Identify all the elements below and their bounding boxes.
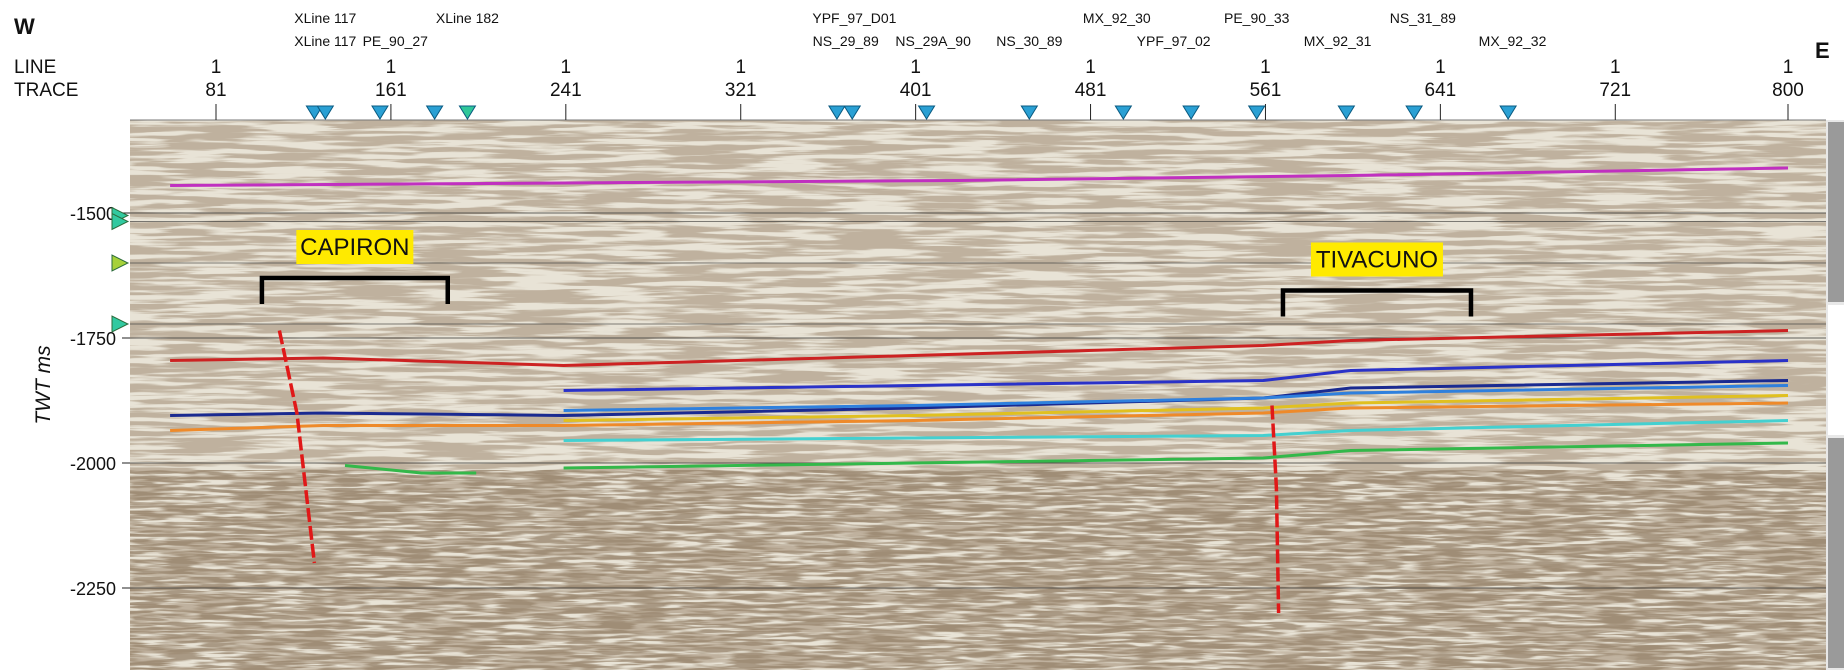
vertical-scrollbar[interactable] [1826,120,1844,670]
line-number-label: 1 [1783,57,1794,78]
line-row-label: LINE [14,57,56,78]
west-label: W [14,14,35,39]
intersection-marker-icon[interactable] [1247,105,1266,120]
intersection-marker-icon[interactable] [305,105,324,120]
annotation-tivacuno: TIVACUNO [1280,242,1474,317]
intersection-marker-icon[interactable] [316,105,335,120]
line-number-label: 1 [910,57,921,78]
trace-number-label: 241 [550,80,582,101]
intersection-marker-icon[interactable] [425,105,444,120]
annotation-capiron: CAPIRON [259,230,451,304]
trace-number-label: 401 [900,80,932,101]
intersection-label[interactable]: XLine 117 [294,33,356,49]
intersection-label[interactable]: XLine 182 [436,10,499,26]
intersection-label[interactable]: YPF_97_D01 [812,10,896,26]
horizon-marker-icon[interactable] [111,254,130,272]
line-number-label: 1 [386,57,397,78]
trace-number-label: 561 [1250,80,1282,101]
intersection-label[interactable]: NS_30_89 [996,33,1062,49]
intersection-label[interactable]: MX_92_30 [1083,10,1151,26]
line-number-label: 1 [211,57,222,78]
intersection-label[interactable]: YPF_97_02 [1137,33,1211,49]
horizon-line [170,379,1789,417]
intersection-label[interactable]: PE_90_33 [1224,10,1290,26]
intersection-marker-icon[interactable] [917,105,936,120]
horizon-line [563,441,1789,470]
annotation-box [296,230,414,264]
scrollbar-thumb[interactable] [1828,122,1844,302]
seismic-panel [130,120,1826,670]
intersection-label[interactable]: MX_92_32 [1479,33,1547,49]
horizon-line [344,464,477,475]
horizon-line [563,384,1789,412]
horizon-line [563,359,1789,392]
horizon-marker-icon[interactable] [111,315,130,333]
line-number-label: 1 [1435,57,1446,78]
intersection-label[interactable]: MX_92_31 [1304,33,1372,49]
trace-number-label: 481 [1075,80,1107,101]
intersection-marker-icon[interactable] [1182,105,1201,120]
trace-row-label: TRACE [14,80,78,101]
trace-number-label: 721 [1599,80,1631,101]
intersection-label[interactable]: NS_29A_90 [895,33,971,49]
y-tick-label: -1750 [70,329,116,349]
horizon-line [563,394,1789,422]
intersection-label[interactable]: NS_31_89 [1390,10,1456,26]
line-number-label: 1 [1260,57,1271,78]
fault-line [1270,405,1281,614]
trace-number-label: 81 [205,80,226,101]
intersection-marker-icon[interactable] [371,105,389,120]
horizon-line [563,419,1789,442]
y-tick-label: -2250 [70,579,116,599]
annotation-label: TIVACUNO [1316,247,1438,274]
horizon-line [170,329,1789,367]
intersection-label[interactable]: PE_90_27 [363,33,429,49]
line-number-label: 1 [735,57,746,78]
annotation-box [1310,242,1443,277]
intersection-marker-icon[interactable] [828,105,846,120]
bracket-shape [259,275,451,304]
trace-number-label: 321 [725,80,757,101]
trace-number-label: 161 [375,80,407,101]
intersection-marker-icon[interactable] [1405,105,1424,120]
intersection-marker-icon[interactable] [1114,105,1133,120]
bracket-shape [1280,288,1474,317]
intersection-marker-icon[interactable] [1337,105,1356,120]
horizon-line [170,401,1789,432]
line-number-label: 1 [1085,57,1096,78]
intersection-marker-icon[interactable] [1020,105,1039,120]
trace-number-label: 800 [1772,80,1804,101]
line-number-label: 1 [1610,57,1621,78]
y-axis-label: TWT ms [32,345,55,425]
horizon-line [170,166,1789,187]
horizon-marker-icon[interactable] [111,212,130,231]
line-number-label: 1 [561,57,572,78]
fault-line [277,330,317,564]
intersection-marker-icon[interactable] [843,105,862,120]
intersection-marker-icon[interactable] [1499,105,1518,120]
annotation-label: CAPIRON [300,234,409,261]
intersection-marker-icon[interactable] [458,105,477,120]
y-tick-label: -1500 [70,204,116,224]
intersection-label[interactable]: XLine 117 [294,10,356,26]
trace-number-label: 641 [1425,80,1457,101]
y-tick-label: -2000 [70,454,116,474]
east-label: E [1815,38,1830,63]
intersection-label[interactable]: NS_29_89 [813,33,879,49]
